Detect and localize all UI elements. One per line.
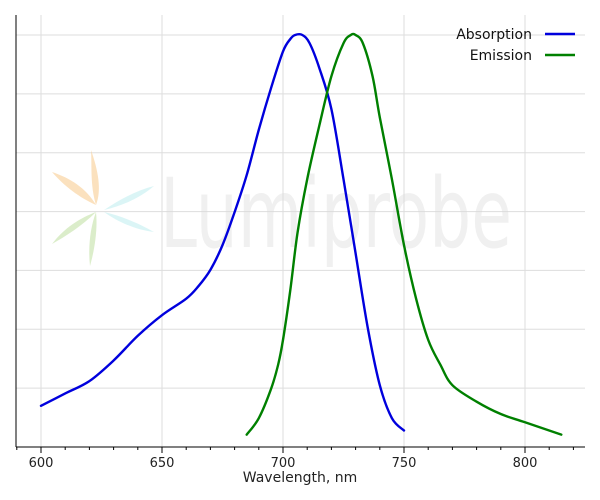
legend: Absorption Emission [456, 27, 575, 64]
axes: 600 650 700 750 800 [15, 15, 585, 471]
watermark-text: Lumiprobe [160, 158, 512, 270]
watermark-petal-green [52, 212, 96, 244]
legend-label-absorption: Absorption [456, 27, 532, 43]
watermark-petal-green-2 [89, 212, 97, 266]
watermark-petal-orange-2 [52, 172, 96, 205]
legend-label-emission: Emission [470, 48, 532, 64]
x-tick-label-600: 600 [29, 456, 54, 471]
x-tick-label-800: 800 [513, 456, 538, 471]
watermark-petal-cyan [104, 186, 154, 210]
watermark-petal-cyan-2 [104, 212, 154, 232]
series-line-absorption [39, 33, 406, 432]
x-axis-label: Wavelength, nm [243, 470, 357, 486]
watermark-petal-orange [91, 150, 99, 205]
series-layer [39, 32, 563, 436]
series-line-emission [245, 32, 563, 436]
x-tick-label-650: 650 [150, 456, 175, 471]
x-tick-label-750: 750 [392, 456, 417, 471]
x-tick-label-700: 700 [271, 456, 296, 471]
watermark-logo: Lumiprobe [52, 150, 512, 270]
